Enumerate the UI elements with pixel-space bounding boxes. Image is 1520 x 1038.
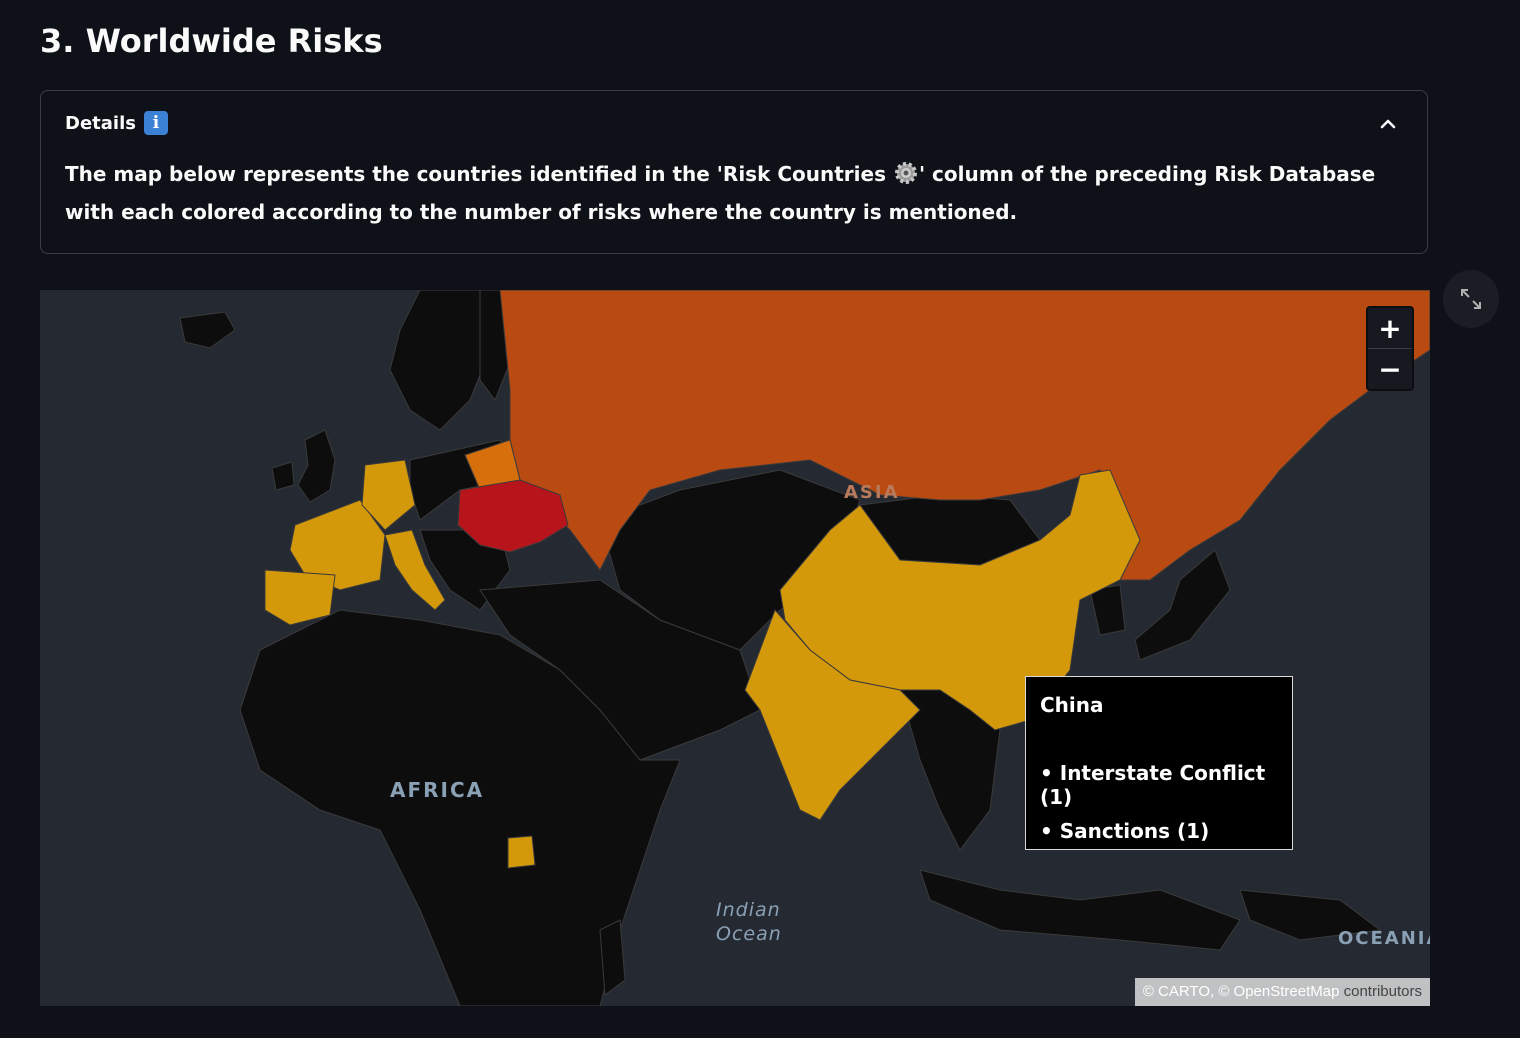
ireland-land bbox=[271, 461, 295, 491]
details-toggle[interactable]: Details i bbox=[65, 111, 168, 135]
chevron-up-icon[interactable] bbox=[1377, 113, 1399, 135]
country-italy bbox=[384, 529, 446, 611]
iceland-land bbox=[179, 311, 236, 349]
zoom-controls: + − bbox=[1366, 306, 1414, 391]
tooltip-risk-item: Interstate Conflict (1) bbox=[1040, 761, 1278, 809]
description-part-1: The map below represents the countries i… bbox=[65, 162, 886, 186]
map-geography bbox=[179, 290, 1430, 1006]
country-ukraine bbox=[457, 479, 569, 553]
zoom-out-button[interactable]: − bbox=[1368, 348, 1412, 389]
africa-land bbox=[239, 609, 681, 1006]
tooltip-country: China bbox=[1040, 693, 1104, 717]
korea-land bbox=[1089, 584, 1126, 636]
zoom-in-button[interactable]: + bbox=[1378, 311, 1402, 345]
page-title: 3. Worldwide Risks bbox=[40, 22, 383, 60]
description-part-2: ' column of the preceding Risk Database … bbox=[65, 162, 1376, 224]
expand-icon bbox=[1461, 289, 1481, 309]
risk-map[interactable]: ASIA AFRICA Indian Ocean OCEANIA + − Chi… bbox=[40, 290, 1430, 1006]
info-icon: i bbox=[143, 111, 168, 135]
attribution-suffix: contributors bbox=[1339, 983, 1422, 1000]
country-spain bbox=[264, 569, 336, 626]
country-russia bbox=[499, 290, 1430, 581]
map-attribution: © CARTO, © OpenStreetMap contributors bbox=[1134, 978, 1430, 1006]
country-uganda bbox=[507, 835, 536, 869]
country-tooltip: China Interstate Conflict (1) Sanctions … bbox=[1025, 676, 1293, 850]
tooltip-risk-item: Sanctions (1) bbox=[1040, 819, 1278, 843]
details-expander: Details i The map below represents the c… bbox=[40, 90, 1428, 254]
ocean-label-line-1: Indian bbox=[716, 899, 781, 921]
country-india bbox=[744, 609, 921, 821]
indonesia-land bbox=[919, 869, 1241, 951]
details-description: The map below represents the countries i… bbox=[65, 155, 1385, 231]
madagascar-land bbox=[599, 919, 626, 996]
label-africa: AFRICA bbox=[390, 778, 485, 802]
country-germany bbox=[361, 459, 416, 531]
tooltip-risk-list: Interstate Conflict (1) Sanctions (1) bbox=[1040, 761, 1278, 843]
attribution-carto-link[interactable]: © CARTO, © OpenStreetMap bbox=[1142, 983, 1340, 1000]
new-guinea-land bbox=[1239, 889, 1382, 941]
uk-land bbox=[297, 429, 336, 503]
label-indian-ocean: Indian Ocean bbox=[716, 898, 782, 946]
label-oceania: OCEANIA bbox=[1338, 928, 1430, 949]
gear-icon bbox=[894, 162, 917, 184]
label-asia: ASIA bbox=[844, 482, 900, 503]
japan-land bbox=[1134, 549, 1231, 661]
middle-east-land bbox=[479, 579, 761, 761]
fullscreen-button[interactable] bbox=[1443, 270, 1499, 328]
details-label: Details bbox=[65, 112, 136, 134]
ocean-label-line-2: Ocean bbox=[716, 923, 782, 945]
